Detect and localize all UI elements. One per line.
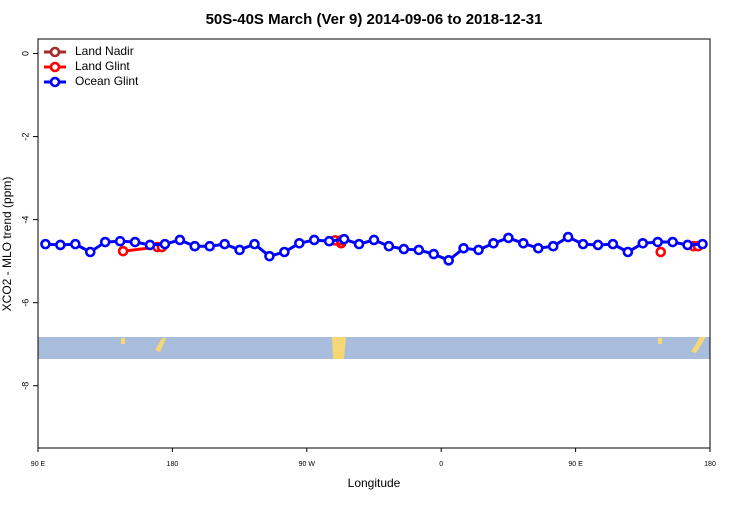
y-tick-label: -8 — [20, 382, 30, 390]
point — [40, 238, 51, 250]
point — [353, 238, 365, 250]
point — [129, 236, 141, 248]
point — [55, 239, 66, 251]
point — [368, 234, 380, 246]
point — [547, 240, 559, 252]
x-tick-label: 180 — [167, 461, 179, 468]
point — [249, 238, 260, 250]
point — [234, 244, 245, 256]
chart-title: 50S-40S March (Ver 9) 2014-09-06 to 2018… — [206, 11, 543, 28]
point — [667, 236, 678, 248]
point — [70, 238, 81, 250]
point — [294, 237, 305, 249]
point — [114, 235, 126, 247]
ocean-strip — [38, 337, 710, 359]
point — [204, 240, 216, 252]
point — [577, 238, 589, 250]
y-tick-label: -6 — [20, 299, 30, 307]
y-tick-label: -4 — [20, 216, 30, 224]
point — [443, 255, 454, 266]
point — [562, 231, 574, 243]
legend-label: Land Nadir — [75, 44, 134, 58]
x-tick-label: 180 — [704, 461, 716, 468]
point — [655, 246, 667, 258]
point — [308, 234, 320, 246]
point — [84, 246, 96, 258]
x-tick-label: 90 E — [568, 461, 583, 468]
x-tick-label: 90 W — [299, 461, 316, 468]
y-tick-label: 0 — [20, 51, 30, 56]
point — [428, 248, 440, 260]
point — [338, 233, 350, 245]
point — [159, 238, 171, 250]
point — [458, 242, 469, 254]
legend-marker — [49, 76, 61, 88]
legend-label: Land Glint — [75, 59, 130, 73]
land-patches — [121, 337, 706, 359]
legend-marker — [49, 46, 61, 58]
x-tick-label: 0 — [439, 461, 443, 468]
x-axis-label: Longitude — [348, 476, 401, 490]
point — [398, 243, 410, 255]
y-axis-label: XCO2 - MLO trend (ppm) — [0, 177, 14, 312]
point — [652, 236, 664, 248]
y-tick-label: -2 — [20, 133, 30, 141]
point — [622, 246, 634, 258]
point — [383, 240, 395, 252]
legend-label: Ocean Glint — [75, 74, 139, 88]
point — [413, 244, 425, 256]
legend-marker — [49, 61, 61, 73]
point — [323, 235, 335, 247]
point — [503, 232, 514, 244]
point — [518, 237, 529, 249]
point — [532, 242, 544, 254]
point — [697, 238, 708, 250]
point — [264, 250, 275, 262]
point — [682, 239, 693, 251]
point — [592, 239, 604, 251]
point — [174, 234, 186, 246]
point — [637, 237, 649, 249]
point — [189, 240, 201, 252]
point — [607, 238, 619, 250]
point — [473, 244, 484, 256]
point — [144, 239, 156, 251]
point — [488, 237, 499, 249]
x-tick-label: 90 E — [31, 461, 46, 468]
point — [219, 238, 230, 250]
point — [279, 246, 290, 258]
point — [99, 236, 111, 248]
plot-frame — [37, 38, 711, 449]
point — [117, 245, 129, 257]
